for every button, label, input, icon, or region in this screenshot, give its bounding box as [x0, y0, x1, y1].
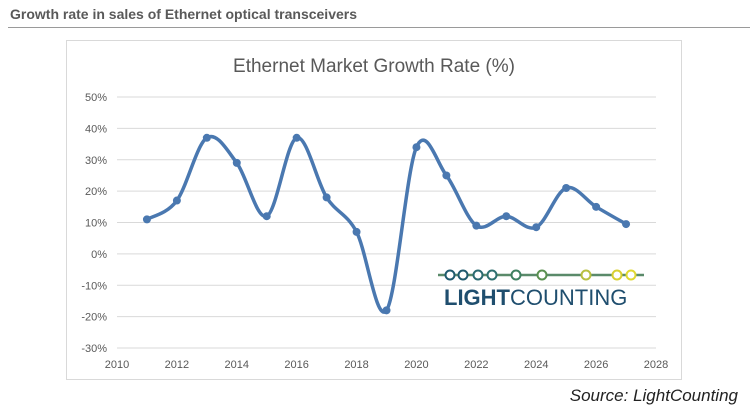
data-point — [352, 227, 361, 236]
x-tick-label: 2020 — [404, 359, 428, 371]
chart-title: Ethernet Market Growth Rate (%) — [233, 56, 515, 77]
x-tick-label: 2014 — [225, 359, 249, 371]
x-tick-label: 2022 — [464, 359, 488, 371]
chart-frame — [66, 40, 682, 380]
x-tick-label: 2026 — [584, 359, 608, 371]
y-tick-label: -10% — [81, 280, 107, 292]
svg-text:LIGHTCOUNTING: LIGHTCOUNTING — [444, 285, 627, 310]
data-point — [592, 202, 601, 211]
y-tick-label: -30% — [81, 343, 107, 355]
data-point — [502, 212, 511, 221]
header-title: Growth rate in sales of Ethernet optical… — [10, 6, 357, 22]
x-tick-label: 2028 — [644, 359, 668, 371]
y-tick-label: 10% — [85, 218, 107, 230]
data-point — [322, 193, 331, 202]
logo-text-bold: LIGHT — [444, 285, 511, 310]
header-divider — [8, 27, 750, 28]
logo-ring — [625, 269, 637, 281]
logo-ring — [580, 269, 592, 281]
y-tick-label: -20% — [81, 312, 107, 324]
y-tick-label: 0% — [91, 249, 107, 261]
y-tick-label: 20% — [85, 186, 107, 198]
y-tick-label: 50% — [85, 92, 107, 104]
data-point — [472, 221, 481, 230]
data-point — [622, 220, 631, 229]
lightcounting-logo: LIGHTCOUNTING — [438, 269, 644, 310]
data-point — [292, 133, 301, 142]
data-point — [202, 133, 211, 142]
data-point — [532, 223, 541, 232]
data-point — [172, 196, 181, 205]
logo-ring — [472, 269, 484, 281]
data-point — [562, 183, 571, 192]
logo-ring — [486, 269, 498, 281]
x-tick-label: 2012 — [165, 359, 189, 371]
logo-ring — [457, 269, 469, 281]
data-point — [382, 306, 391, 315]
logo-text-regular: COUNTING — [510, 285, 627, 310]
data-point — [412, 143, 421, 152]
x-tick-label: 2018 — [344, 359, 368, 371]
x-tick-label: 2016 — [284, 359, 308, 371]
source-caption: Source: LightCounting — [569, 386, 738, 405]
data-point — [142, 215, 151, 224]
data-point — [262, 212, 271, 221]
logo-ring — [444, 269, 456, 281]
x-tick-label: 2024 — [524, 359, 548, 371]
data-point — [232, 158, 241, 167]
y-tick-label: 30% — [85, 155, 107, 167]
logo-ring — [536, 269, 548, 281]
data-point — [442, 171, 451, 180]
x-tick-label: 2010 — [105, 359, 129, 371]
logo-ring — [510, 269, 522, 281]
logo-ring — [611, 269, 623, 281]
y-tick-label: 40% — [85, 123, 107, 135]
